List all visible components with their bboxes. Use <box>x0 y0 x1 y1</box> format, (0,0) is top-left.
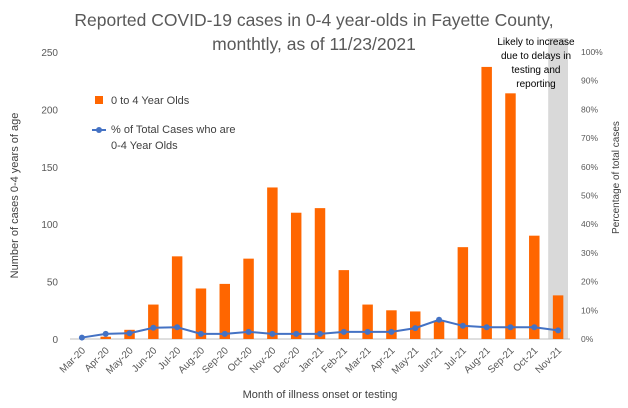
x-tick-label: Mar-21 <box>344 345 374 375</box>
chart-title-line-1: Reported COVID-19 cases in 0-4 year-olds… <box>74 10 554 30</box>
point-Oct-20 <box>245 328 252 335</box>
y-tick-label: 200 <box>41 105 58 116</box>
point-Nov-21 <box>555 327 562 334</box>
bar-Jun-20 <box>148 304 159 339</box>
y2-axis-label: Percentage of total cases <box>611 121 622 234</box>
bar-Jan-21 <box>314 208 326 339</box>
y-tick-label: 0 <box>52 335 58 346</box>
legend-label-bars: 0 to 4 Year Olds <box>111 95 190 107</box>
y2-tick-label: 30% <box>581 248 598 258</box>
x-tick-label: Jun-21 <box>416 345 446 375</box>
annotation-note: Likely to increase due to delays in testin… <box>497 37 575 90</box>
point-Jan-21 <box>317 330 323 337</box>
point-Mar-20 <box>78 334 85 341</box>
y-tick-label: 100 <box>41 220 58 231</box>
point-Jul-20 <box>174 324 181 331</box>
y-tick-label: 50 <box>47 278 59 289</box>
x-axis-ticks: Mar-20Apr-20May-20Jun-20Jul-20Aug-20Sep-… <box>58 345 565 377</box>
y-tick-label: 250 <box>41 48 58 59</box>
point-Mar-21 <box>364 328 371 335</box>
chart-title-line-2: monthtly, as of 11/23/2021 <box>212 34 416 54</box>
x-tick-label: May-21 <box>390 345 422 377</box>
point-Jun-21 <box>436 316 443 323</box>
x-tick-label: Mar-20 <box>58 345 88 375</box>
y-axis-ticks: 0 50 100 150 200 250 <box>41 48 58 346</box>
point-Sep-20 <box>221 330 228 337</box>
x-tick-label: Dec-20 <box>272 345 303 376</box>
y2-tick-label: 70% <box>581 133 598 143</box>
legend-swatch-marker <box>96 127 102 133</box>
y-axis-label: Number of cases 0-4 years of age <box>9 113 21 279</box>
bar-series <box>100 66 564 339</box>
point-Sep-21 <box>507 324 514 331</box>
point-Feb-21 <box>340 328 347 335</box>
bar-Apr-20 <box>100 336 111 339</box>
y2-tick-label: 80% <box>581 104 598 114</box>
bar-Sep-20 <box>219 283 230 339</box>
bar-Dec-20 <box>290 212 302 339</box>
bar-Sep-21 <box>505 93 516 339</box>
y2-tick-label: 60% <box>581 162 598 172</box>
point-Dec-20 <box>293 330 300 337</box>
bar-Nov-20 <box>267 187 278 339</box>
legend-label-line-2: 0-4 Year Olds <box>111 140 178 152</box>
point-Jun-20 <box>150 324 157 331</box>
y2-tick-label: 0% <box>581 334 594 344</box>
x-axis-label: Month of illness onset or testing <box>243 389 398 401</box>
point-Oct-21 <box>531 324 538 331</box>
point-Jul-21 <box>459 322 466 329</box>
annotation-line: due to delays in <box>501 51 571 62</box>
bar-Feb-21 <box>338 270 350 339</box>
legend-swatch-bars <box>95 96 103 104</box>
percent-points <box>78 316 562 341</box>
x-tick-label: Jun-20 <box>130 345 160 375</box>
bar-Apr-21 <box>386 310 397 339</box>
point-Apr-20 <box>102 330 109 337</box>
annotation-line: reporting <box>516 79 555 90</box>
y2-tick-label: 10% <box>581 305 598 315</box>
point-Apr-21 <box>388 328 395 335</box>
legend: 0 to 4 Year Olds % of Total Cases who ar… <box>92 95 236 152</box>
y2-tick-label: 20% <box>581 277 598 287</box>
bar-Nov-21 <box>552 295 564 339</box>
y2-tick-label: 40% <box>581 219 598 229</box>
shaded-region <box>548 38 568 339</box>
y2-tick-label: 90% <box>581 76 598 86</box>
bar-Jul-20 <box>171 256 183 339</box>
bar-Jul-21 <box>457 247 469 339</box>
point-Nov-20 <box>269 330 276 337</box>
bar-Jun-21 <box>433 320 445 339</box>
legend-label-line-1: % of Total Cases who are <box>111 124 236 136</box>
bar-Aug-21 <box>481 66 492 339</box>
point-Aug-20 <box>197 330 204 337</box>
y2-axis-ticks: 0% 10% 20% 30% 40% 50% 60% 70% 80% 90% 100% <box>581 47 603 344</box>
chart-title: Reported COVID-19 cases in 0-4 year-olds… <box>40 8 588 56</box>
bar-Oct-21 <box>529 235 540 339</box>
point-Aug-21 <box>483 324 490 331</box>
point-May-20 <box>126 330 133 337</box>
bar-Oct-20 <box>243 258 254 339</box>
y-tick-label: 150 <box>41 163 58 174</box>
annotation-line: Likely to increase <box>497 37 575 48</box>
x-tick-label: Sep-21 <box>486 345 517 376</box>
bar-Mar-21 <box>362 304 373 339</box>
x-tick-label: May-20 <box>104 345 136 377</box>
bar-Aug-20 <box>195 288 207 339</box>
y2-tick-label: 100% <box>581 47 603 57</box>
x-tick-label: Sep-20 <box>200 345 231 376</box>
annotation-line: testing and <box>512 65 561 76</box>
y2-tick-label: 50% <box>581 191 598 201</box>
point-May-21 <box>412 325 419 332</box>
x-tick-label: Nov-21 <box>534 345 565 376</box>
